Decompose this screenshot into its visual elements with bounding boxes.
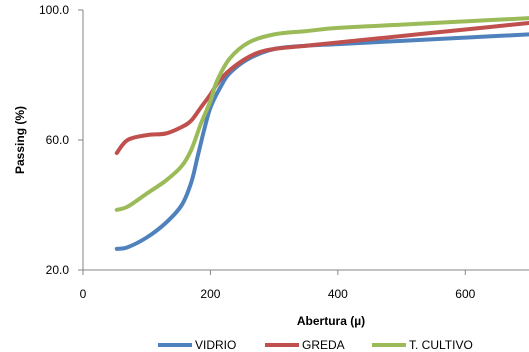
x-axis-title: Abertura (µ) [297,314,365,328]
series-lines [114,16,529,251]
y-tick-label: 60.0 [46,133,70,147]
axes [82,10,529,271]
x-tick-label: 200 [200,287,220,301]
y-axis-title: Passing (%) [13,106,27,174]
y-tick-marks [78,9,83,271]
series-line-t-cultivo [114,16,529,212]
y-tick-labels: 20.0 60.0 100.0 [39,3,69,277]
x-tick-label: 400 [328,287,348,301]
legend-label-vidrio: VIDRIO [195,338,236,352]
legend-label-greda: GREDA [302,338,345,352]
x-tick-label: 600 [455,287,475,301]
series-line-greda [114,21,529,155]
legend-label-t-cultivo: T. CULTIVO [409,338,473,352]
y-tick-label: 100.0 [39,3,69,17]
legend: VIDRIO GREDA T. CULTIVO [158,338,473,352]
x-tick-marks [82,270,466,275]
x-tick-label: 0 [80,287,87,301]
x-tick-labels: 0 200 400 600 [80,287,476,301]
y-tick-label: 20.0 [46,263,70,277]
series-line-vidrio [114,32,529,251]
